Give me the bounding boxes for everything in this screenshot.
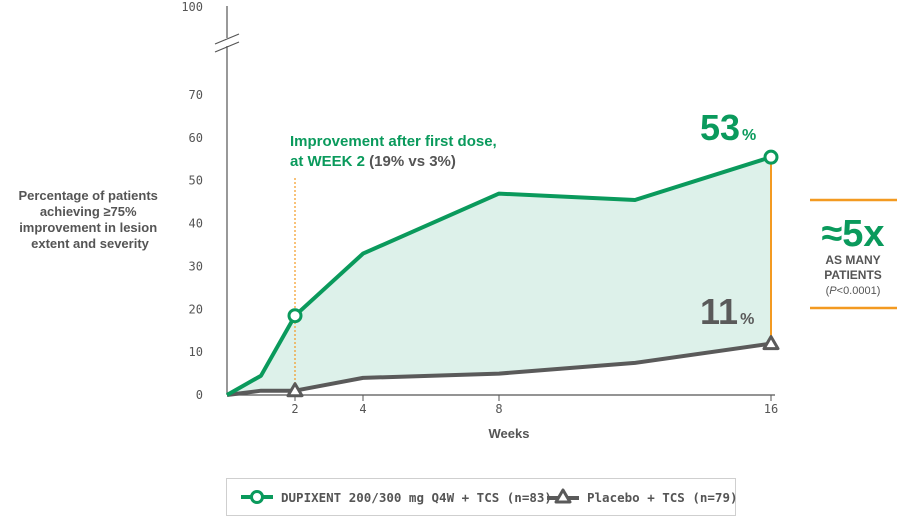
between-series-area (227, 157, 771, 395)
y-tick-label: 50 (189, 174, 203, 188)
y-tick-label: 40 (189, 217, 203, 231)
dupixent-end-value: 53 (700, 107, 740, 148)
y-axis-label-line-3: improvement in lesion (19, 220, 157, 235)
x-tick-label: 16 (764, 402, 778, 416)
placebo-end-value: 11 (700, 291, 738, 332)
ratio-value: ≈5x (821, 213, 884, 255)
y-tick-label: 0 (196, 388, 203, 402)
x-axis-label: Weeks (489, 426, 530, 441)
legend-item-placebo: Placebo + TCS (n=79) (545, 488, 738, 506)
legend-label-placebo: Placebo + TCS (n=79) (587, 489, 738, 505)
y-ticks: 0 10 20 30 40 50 60 70 (189, 88, 203, 402)
dupixent-data-point (763, 149, 779, 165)
week2-annotation-bold: at WEEK 2 (290, 153, 365, 170)
x-tick-label: 2 (291, 402, 298, 416)
ratio-line-2: PATIENTS (824, 268, 882, 282)
week2-annotation-rest: (19% vs 3%) (365, 153, 456, 170)
y-tick-label: 70 (189, 88, 203, 102)
p-value-italic: P (829, 285, 837, 297)
p-value-prefix: ( (826, 285, 830, 297)
y-tick-label: 60 (189, 131, 203, 145)
placebo-end-label: 11% (700, 291, 754, 332)
dupixent-end-label: 53% (700, 107, 756, 148)
legend-item-dupixent: DUPIXENT 200/300 mg Q4W + TCS (n=83) (239, 488, 552, 506)
y-tick-label: 20 (189, 302, 203, 316)
placebo-data-point (286, 382, 304, 398)
week2-annotation-line-2: at WEEK 2 (19% vs 3%) (290, 153, 456, 170)
series-markers (286, 149, 780, 398)
legend-label-dupixent: DUPIXENT 200/300 mg Q4W + TCS (n=83) (281, 489, 552, 505)
legend: DUPIXENT 200/300 mg Q4W + TCS (n=83) Pla… (226, 478, 738, 516)
legend-circle-marker-icon (241, 490, 273, 504)
p-value: (P<0.0001) (826, 285, 881, 297)
y-axis-label-line-2: achieving ≥75% (40, 204, 137, 219)
x-ticks: 2 4 8 16 (291, 395, 778, 416)
y-axis-label: Percentage of patients achieving ≥75% im… (18, 188, 161, 251)
dupixent-data-point (287, 308, 303, 324)
week2-annotation-line-1: Improvement after first dose, (290, 133, 497, 150)
y-break-tick-label: 100 (181, 0, 203, 14)
y-axis-break-mark-1 (214, 33, 240, 45)
y-tick-label: 10 (189, 345, 203, 359)
ratio-line-1: AS MANY (825, 253, 880, 267)
y-axis-label-line-4: extent and severity (31, 236, 150, 251)
series-line-placebo (226, 341, 772, 397)
p-value-rest: <0.0001) (837, 285, 881, 297)
y-tick-label: 30 (189, 259, 203, 273)
placebo-end-percent: % (740, 311, 754, 328)
legend-triangle-marker-icon (547, 488, 579, 504)
placebo-data-point (762, 335, 780, 351)
y-axis-label-line-1: Percentage of patients (18, 188, 157, 203)
x-tick-label: 4 (359, 402, 366, 416)
x-tick-label: 8 (495, 402, 502, 416)
dupixent-end-percent: % (742, 127, 756, 144)
series-line-dupixent (226, 155, 772, 397)
